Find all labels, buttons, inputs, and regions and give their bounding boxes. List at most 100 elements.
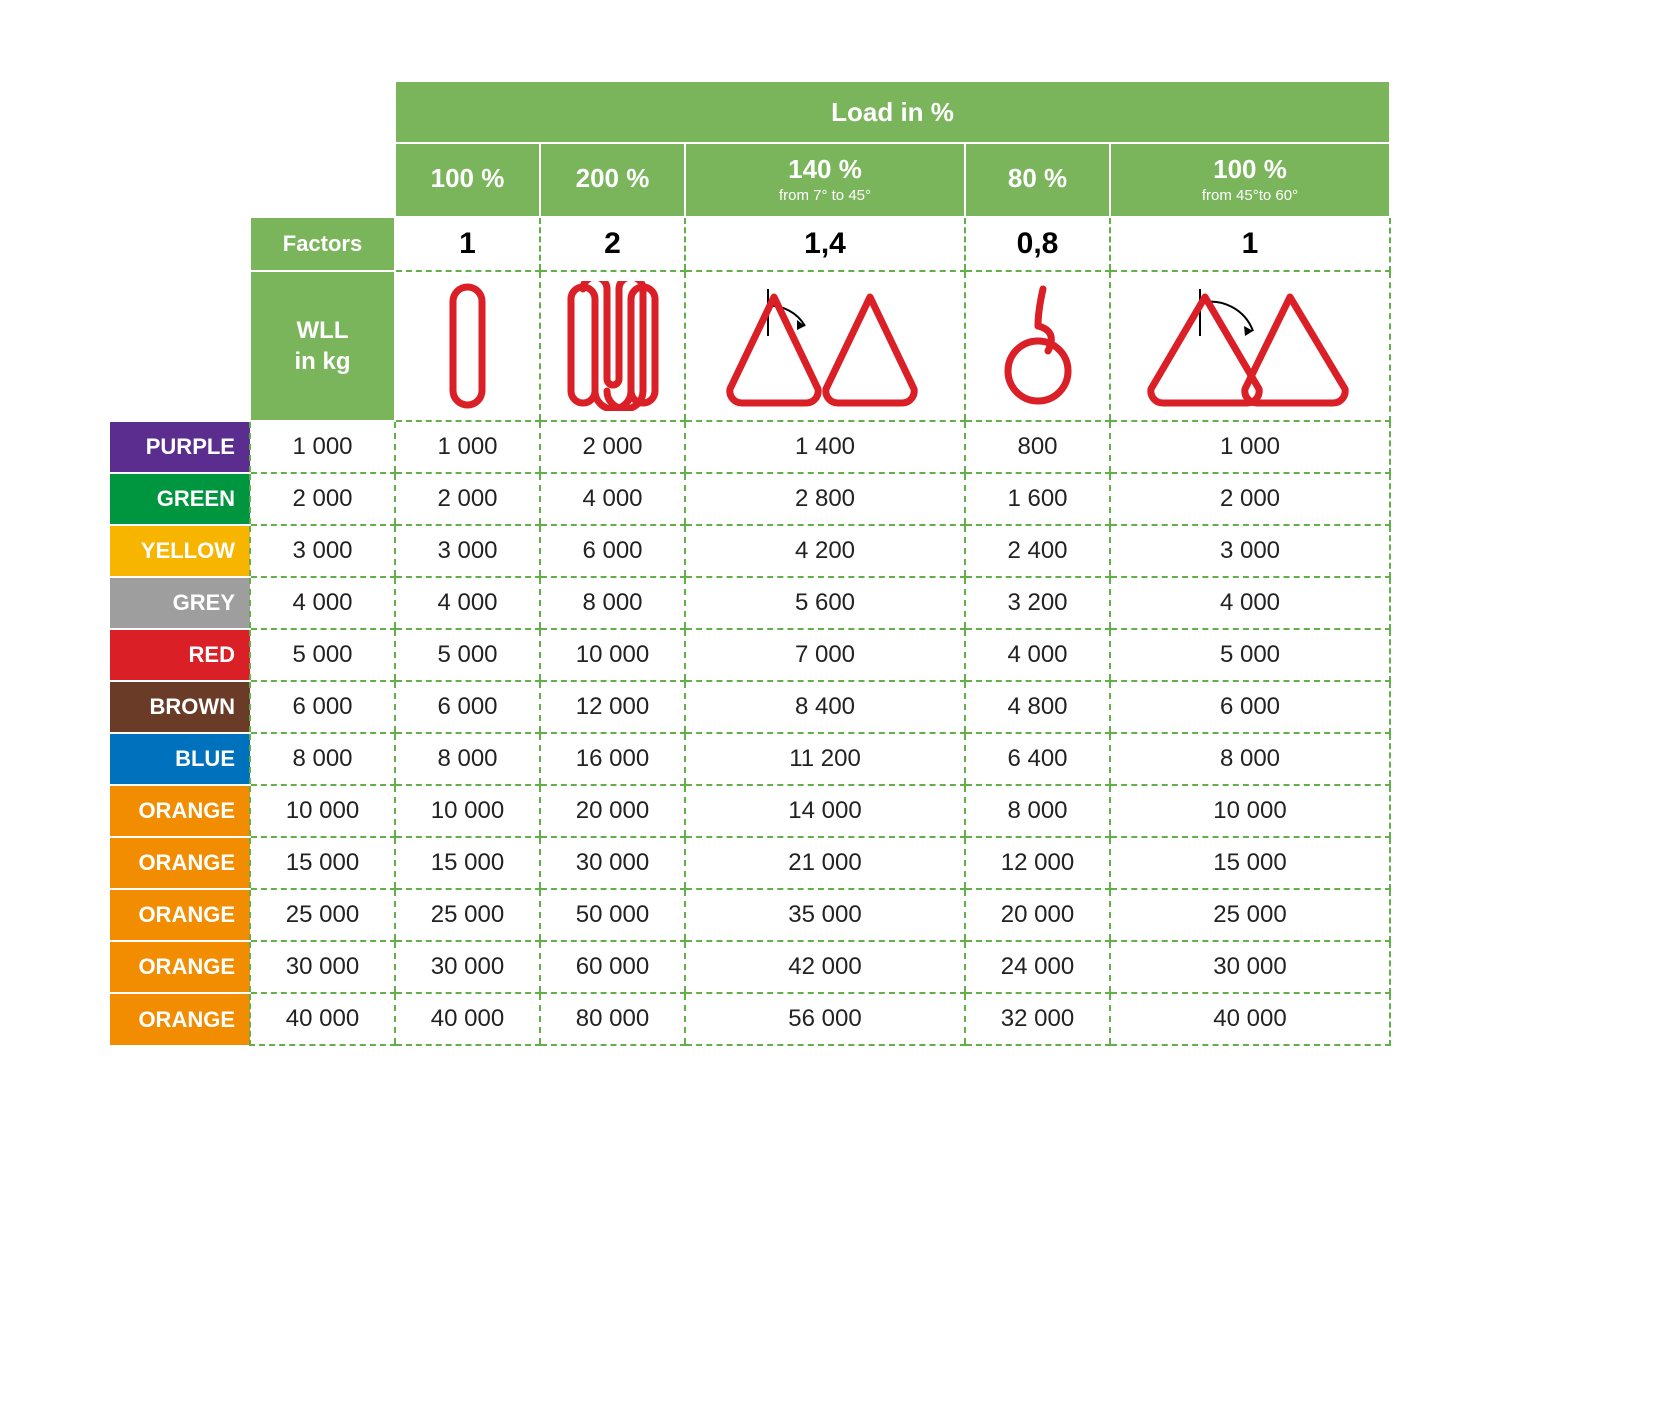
table-row: YELLOW3 0003 0006 0004 2002 4003 000: [110, 525, 1390, 577]
load-value: 8 000: [540, 577, 685, 629]
wll-value: 25 000: [250, 889, 395, 941]
load-value: 12 000: [540, 681, 685, 733]
load-value: 12 000: [965, 837, 1110, 889]
color-label: PURPLE: [110, 421, 250, 473]
factor-4: 1: [1110, 217, 1390, 271]
header-factors-label: Factors: [250, 217, 395, 271]
load-value: 2 000: [395, 473, 540, 525]
wll-value: 15 000: [250, 837, 395, 889]
table-row: ORANGE10 00010 00020 00014 0008 00010 00…: [110, 785, 1390, 837]
wll-value: 8 000: [250, 733, 395, 785]
load-value: 40 000: [1110, 993, 1390, 1045]
factor-3: 0,8: [965, 217, 1110, 271]
load-value: 11 200: [685, 733, 965, 785]
wll-load-table: Load in % 100 % 200 % 140 %from 7° to 45…: [110, 80, 1391, 1046]
color-label: ORANGE: [110, 785, 250, 837]
header-wll-label: WLLin kg: [250, 271, 395, 421]
load-value: 4 000: [540, 473, 685, 525]
wll-value: 2 000: [250, 473, 395, 525]
sling-icon-basket-60: [1110, 271, 1390, 421]
wll-value: 30 000: [250, 941, 395, 993]
load-value: 21 000: [685, 837, 965, 889]
load-value: 8 400: [685, 681, 965, 733]
load-value: 42 000: [685, 941, 965, 993]
factor-0: 1: [395, 217, 540, 271]
color-label: ORANGE: [110, 889, 250, 941]
load-value: 1 400: [685, 421, 965, 473]
table-row: ORANGE30 00030 00060 00042 00024 00030 0…: [110, 941, 1390, 993]
header-col-0: 100 %: [395, 143, 540, 217]
load-value: 4 000: [965, 629, 1110, 681]
wll-value: 10 000: [250, 785, 395, 837]
load-value: 10 000: [395, 785, 540, 837]
load-value: 8 000: [965, 785, 1110, 837]
table-row: GREY4 0004 0008 0005 6003 2004 000: [110, 577, 1390, 629]
wll-value: 6 000: [250, 681, 395, 733]
color-label: ORANGE: [110, 993, 250, 1045]
load-value: 30 000: [540, 837, 685, 889]
load-value: 3 200: [965, 577, 1110, 629]
load-value: 3 000: [1110, 525, 1390, 577]
sling-icon-choked: [965, 271, 1110, 421]
load-value: 15 000: [1110, 837, 1390, 889]
color-label: GREEN: [110, 473, 250, 525]
load-value: 1 000: [395, 421, 540, 473]
table-row: RED5 0005 00010 0007 0004 0005 000: [110, 629, 1390, 681]
load-value: 5 000: [1110, 629, 1390, 681]
load-value: 2 800: [685, 473, 965, 525]
load-value: 6 000: [1110, 681, 1390, 733]
color-label: GREY: [110, 577, 250, 629]
load-value: 8 000: [395, 733, 540, 785]
color-label: BLUE: [110, 733, 250, 785]
load-value: 25 000: [395, 889, 540, 941]
load-value: 4 200: [685, 525, 965, 577]
load-value: 80 000: [540, 993, 685, 1045]
load-value: 30 000: [395, 941, 540, 993]
wll-value: 4 000: [250, 577, 395, 629]
load-value: 60 000: [540, 941, 685, 993]
load-value: 5 600: [685, 577, 965, 629]
sling-icon-choker-u: [540, 271, 685, 421]
load-value: 32 000: [965, 993, 1110, 1045]
wll-value: 3 000: [250, 525, 395, 577]
load-value: 4 000: [1110, 577, 1390, 629]
load-value: 35 000: [685, 889, 965, 941]
sling-icon-straight: [395, 271, 540, 421]
load-value: 4 800: [965, 681, 1110, 733]
table-row: ORANGE40 00040 00080 00056 00032 00040 0…: [110, 993, 1390, 1045]
header-col-1: 200 %: [540, 143, 685, 217]
load-value: 50 000: [540, 889, 685, 941]
color-label: ORANGE: [110, 837, 250, 889]
load-value: 1 600: [965, 473, 1110, 525]
load-value: 1 000: [1110, 421, 1390, 473]
table-row: ORANGE25 00025 00050 00035 00020 00025 0…: [110, 889, 1390, 941]
wll-value: 40 000: [250, 993, 395, 1045]
load-value: 24 000: [965, 941, 1110, 993]
load-value: 15 000: [395, 837, 540, 889]
load-value: 25 000: [1110, 889, 1390, 941]
header-col-2: 140 %from 7° to 45°: [685, 143, 965, 217]
factor-2: 1,4: [685, 217, 965, 271]
color-label: ORANGE: [110, 941, 250, 993]
wll-value: 5 000: [250, 629, 395, 681]
load-value: 2 000: [1110, 473, 1390, 525]
header-col-3: 80 %: [965, 143, 1110, 217]
load-value: 6 000: [540, 525, 685, 577]
color-label: BROWN: [110, 681, 250, 733]
load-value: 56 000: [685, 993, 965, 1045]
header-col-4: 100 %from 45°to 60°: [1110, 143, 1390, 217]
load-value: 800: [965, 421, 1110, 473]
color-label: YELLOW: [110, 525, 250, 577]
load-value: 16 000: [540, 733, 685, 785]
load-value: 14 000: [685, 785, 965, 837]
header-load-title: Load in %: [395, 81, 1390, 143]
load-value: 10 000: [540, 629, 685, 681]
load-value: 30 000: [1110, 941, 1390, 993]
load-value: 20 000: [540, 785, 685, 837]
load-value: 2 000: [540, 421, 685, 473]
table-row: BROWN6 0006 00012 0008 4004 8006 000: [110, 681, 1390, 733]
load-value: 7 000: [685, 629, 965, 681]
load-value: 6 400: [965, 733, 1110, 785]
load-value: 5 000: [395, 629, 540, 681]
load-value: 8 000: [1110, 733, 1390, 785]
